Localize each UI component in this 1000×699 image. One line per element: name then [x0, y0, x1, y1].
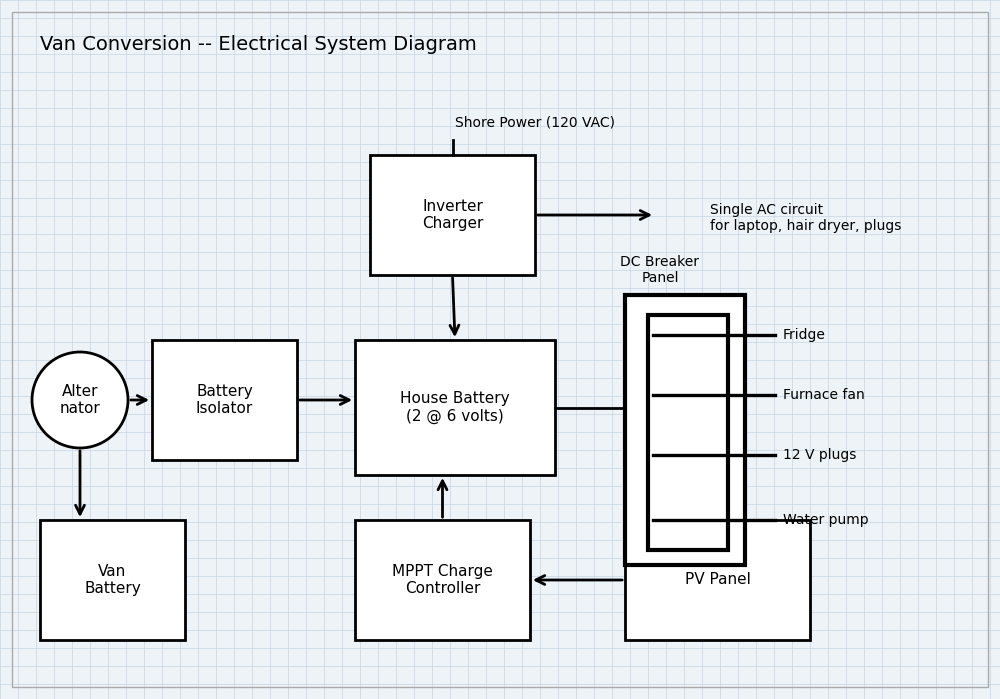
Bar — [648, 315, 728, 550]
Text: Inverter
Charger: Inverter Charger — [422, 199, 483, 231]
Text: Alter
nator: Alter nator — [60, 384, 100, 416]
Text: PV Panel: PV Panel — [685, 572, 750, 587]
Text: Furnace fan: Furnace fan — [783, 388, 865, 402]
Bar — [625, 520, 810, 640]
Bar — [355, 340, 555, 475]
Circle shape — [32, 352, 128, 448]
Text: Van Conversion -- Electrical System Diagram: Van Conversion -- Electrical System Diag… — [40, 36, 477, 55]
Text: Water pump: Water pump — [783, 513, 869, 527]
Bar — [40, 520, 185, 640]
Text: Shore Power (120 VAC): Shore Power (120 VAC) — [455, 116, 615, 130]
Text: 12 V plugs: 12 V plugs — [783, 448, 856, 462]
Text: Van
Battery: Van Battery — [84, 564, 141, 596]
Text: Single AC circuit
for laptop, hair dryer, plugs: Single AC circuit for laptop, hair dryer… — [710, 203, 901, 233]
Bar — [370, 155, 535, 275]
Text: Battery
Isolator: Battery Isolator — [196, 384, 253, 416]
Text: DC Breaker
Panel: DC Breaker Panel — [620, 255, 700, 285]
Bar — [625, 295, 745, 565]
Text: Fridge: Fridge — [783, 328, 826, 342]
Bar — [355, 520, 530, 640]
Text: MPPT Charge
Controller: MPPT Charge Controller — [392, 564, 493, 596]
Text: House Battery
(2 @ 6 volts): House Battery (2 @ 6 volts) — [400, 391, 510, 424]
Bar — [152, 340, 297, 460]
